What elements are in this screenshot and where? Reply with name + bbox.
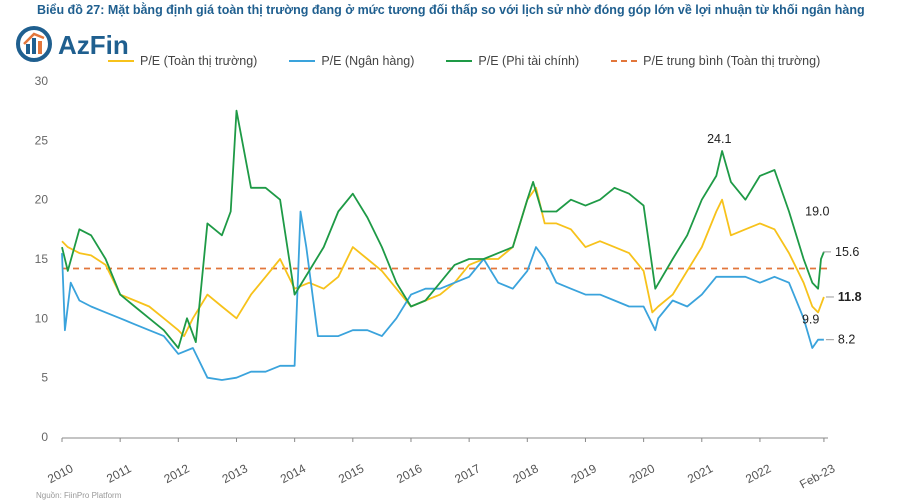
legend-swatch bbox=[446, 60, 473, 62]
x-tick-label: 2018 bbox=[511, 461, 541, 486]
chart-source: Nguồn: FiinPro Platform bbox=[36, 491, 122, 500]
y-tick-label: 10 bbox=[35, 311, 49, 325]
y-tick-label: 30 bbox=[35, 74, 49, 88]
series-line-1 bbox=[61, 210, 824, 381]
data-label: 24.1 bbox=[707, 132, 731, 146]
y-tick-label: 25 bbox=[35, 133, 49, 147]
legend-label: P/E (Toàn thị trường) bbox=[140, 54, 258, 68]
legend-label: P/E trung bình (Toàn thị trường) bbox=[643, 54, 821, 68]
chart-title: Biểu đồ 27: Mặt bằng định giá toàn thị t… bbox=[37, 3, 865, 17]
x-tick-label: 2016 bbox=[394, 461, 424, 486]
x-tick-label: Feb-23 bbox=[797, 461, 837, 491]
y-tick-label: 0 bbox=[41, 430, 48, 444]
x-tick-label: 2021 bbox=[685, 461, 715, 486]
y-tick-label: 15 bbox=[35, 252, 49, 266]
legend-item: P/E (Phi tài chính) bbox=[446, 54, 579, 68]
data-label: 11.8 bbox=[838, 290, 862, 304]
chart-legend: P/E (Toàn thị trường) P/E (Ngân hàng) P/E … bbox=[108, 52, 852, 70]
legend-swatch bbox=[289, 60, 316, 62]
x-tick-label: 2020 bbox=[627, 461, 657, 486]
x-tick-label: 2017 bbox=[452, 461, 482, 486]
data-label: 15.6 bbox=[835, 245, 859, 259]
x-tick-label: 2019 bbox=[569, 461, 599, 486]
data-label: 19.0 bbox=[805, 205, 829, 219]
x-tick-label: 2012 bbox=[162, 461, 192, 486]
legend-swatch bbox=[108, 60, 134, 62]
legend-label: P/E (Ngân hàng) bbox=[321, 54, 415, 68]
legend-item: P/E (Ngân hàng) bbox=[289, 54, 414, 68]
legend-item: P/E (Toàn thị trường) bbox=[108, 54, 257, 68]
x-tick-label: 2015 bbox=[336, 461, 366, 486]
legend-item: P/E trung bình (Toàn thị trường) bbox=[611, 54, 820, 68]
data-label: 8.2 bbox=[838, 333, 855, 347]
x-tick-label: 2014 bbox=[278, 461, 308, 486]
y-tick-label: 5 bbox=[41, 371, 48, 385]
legend-label: P/E (Phi tài chính) bbox=[478, 54, 580, 68]
azfin-logo: AzFin bbox=[14, 24, 164, 64]
x-tick-label: 2022 bbox=[743, 461, 773, 486]
series-line-2 bbox=[61, 109, 825, 349]
x-tick-label: 2011 bbox=[104, 461, 134, 486]
legend-swatch bbox=[611, 60, 638, 62]
azfin-logo-icon: AzFin bbox=[16, 26, 129, 62]
y-tick-label: 20 bbox=[35, 193, 49, 207]
data-label: 9.9 bbox=[802, 313, 819, 327]
series-line-0 bbox=[61, 186, 825, 338]
x-tick-label: 2013 bbox=[220, 461, 250, 486]
logo-text: AzFin bbox=[58, 30, 129, 60]
x-tick-label: 2010 bbox=[45, 461, 75, 486]
